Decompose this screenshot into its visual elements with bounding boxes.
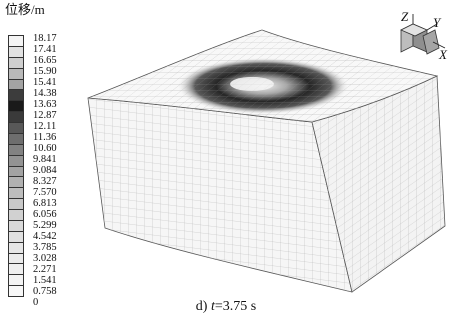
legend-swatch xyxy=(9,57,23,69)
legend-swatch xyxy=(9,90,23,102)
legend-colorbar xyxy=(8,35,24,297)
legend-swatch xyxy=(9,220,23,232)
legend-label: 9.084 xyxy=(33,165,57,176)
legend-label: 15.90 xyxy=(33,66,57,77)
legend-swatch xyxy=(9,210,23,221)
legend-swatch xyxy=(9,242,23,254)
legend-label: 0 xyxy=(33,297,39,308)
caption-prefix: d) xyxy=(195,299,211,314)
legend-label: 11.36 xyxy=(33,132,57,143)
caption-variable: t xyxy=(210,299,215,314)
legend-label: 8.327 xyxy=(33,176,57,187)
legend-label: 6.056 xyxy=(33,209,57,220)
legend-label: 7.570 xyxy=(33,187,57,198)
legend-label: 16.65 xyxy=(33,55,57,66)
legend-label: 12.87 xyxy=(33,110,57,121)
legend-swatch xyxy=(9,46,23,58)
legend-swatch xyxy=(9,166,23,178)
axis-label-z: Z xyxy=(401,9,409,24)
legend-swatch xyxy=(9,144,23,156)
legend-swatch xyxy=(9,264,23,276)
legend-label: 10.60 xyxy=(33,143,57,154)
legend-label: 18.17 xyxy=(33,33,57,44)
legend-label: 6.813 xyxy=(33,198,57,209)
legend-swatch xyxy=(9,199,23,210)
legend-swatch xyxy=(9,253,23,265)
legend-label: 13.63 xyxy=(33,99,57,110)
legend-swatch xyxy=(9,123,23,134)
legend-swatch xyxy=(9,112,23,123)
legend-labels: 18.17 17.41 16.65 15.90 15.41 14.38 13.63 12.87… xyxy=(33,33,93,308)
caption-value: =3.75 s xyxy=(214,299,257,314)
axis-triad-icon xyxy=(400,14,446,55)
legend-label: 14.38 xyxy=(33,88,57,99)
legend-swatch xyxy=(9,155,23,167)
legend-label: 15.41 xyxy=(33,77,57,88)
legend-swatch xyxy=(9,68,23,80)
legend-swatch xyxy=(9,286,23,296)
legend-label: 12.11 xyxy=(33,121,57,132)
legend-label: 17.41 xyxy=(33,44,57,55)
legend-swatch xyxy=(9,188,23,200)
legend-swatch xyxy=(9,101,23,113)
legend-label: 5.299 xyxy=(33,220,57,231)
legend-label: 2.271 xyxy=(33,264,57,275)
figure-caption: d) t=3.75 s xyxy=(0,298,452,316)
axis-label-y: Y xyxy=(433,15,441,30)
legend-title: 位移/m xyxy=(5,2,45,17)
legend-label: 1.541 xyxy=(33,275,57,286)
legend-swatch xyxy=(9,133,23,145)
legend-swatch xyxy=(9,79,23,91)
legend-label: 9.841 xyxy=(33,154,57,165)
axis-label-x: X xyxy=(439,47,447,62)
coordinate-axis-triad: Z Y X xyxy=(393,10,451,70)
legend-swatch xyxy=(9,231,23,243)
legend-label: 3.785 xyxy=(33,242,57,253)
legend-swatch xyxy=(9,177,23,189)
legend-label: 0.758 xyxy=(33,286,57,297)
legend-label: 4.542 xyxy=(33,231,57,242)
legend-swatch xyxy=(9,275,23,287)
legend-swatch xyxy=(9,36,23,47)
legend-label: 3.028 xyxy=(33,253,57,264)
